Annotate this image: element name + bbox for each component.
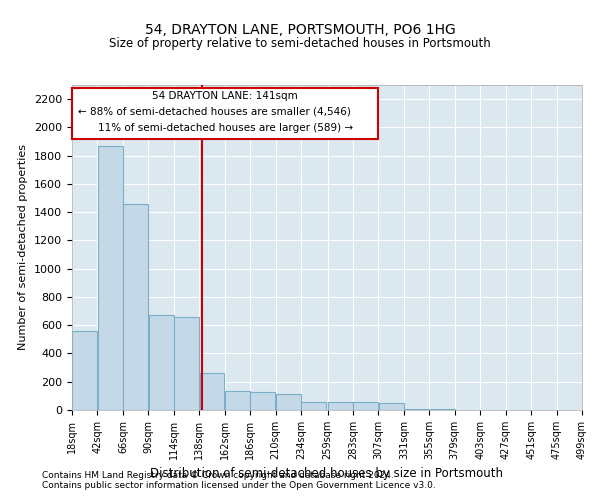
FancyBboxPatch shape xyxy=(72,88,379,138)
Bar xyxy=(123,204,148,410)
Text: Contains HM Land Registry data © Crown copyright and database right 2024.: Contains HM Land Registry data © Crown c… xyxy=(42,470,394,480)
Bar xyxy=(98,146,122,410)
Text: 11% of semi-detached houses are larger (589) →: 11% of semi-detached houses are larger (… xyxy=(98,122,353,132)
Bar xyxy=(301,402,326,410)
Text: ← 88% of semi-detached houses are smaller (4,546): ← 88% of semi-detached houses are smalle… xyxy=(79,106,351,117)
Text: Size of property relative to semi-detached houses in Portsmouth: Size of property relative to semi-detach… xyxy=(109,38,491,51)
Text: 54, DRAYTON LANE, PORTSMOUTH, PO6 1HG: 54, DRAYTON LANE, PORTSMOUTH, PO6 1HG xyxy=(145,22,455,36)
Bar xyxy=(430,408,455,410)
Bar xyxy=(199,374,224,410)
Bar xyxy=(225,391,250,410)
Bar xyxy=(328,402,353,410)
X-axis label: Distribution of semi-detached houses by size in Portsmouth: Distribution of semi-detached houses by … xyxy=(151,468,503,480)
Bar xyxy=(174,316,199,410)
Bar xyxy=(149,316,173,410)
Text: 54 DRAYTON LANE: 141sqm: 54 DRAYTON LANE: 141sqm xyxy=(152,91,298,101)
Text: Contains public sector information licensed under the Open Government Licence v3: Contains public sector information licen… xyxy=(42,480,436,490)
Bar xyxy=(276,394,301,410)
Y-axis label: Number of semi-detached properties: Number of semi-detached properties xyxy=(19,144,28,350)
Bar xyxy=(250,392,275,410)
Bar xyxy=(72,331,97,410)
Bar xyxy=(404,408,429,410)
Bar xyxy=(353,402,378,410)
Bar xyxy=(379,403,404,410)
